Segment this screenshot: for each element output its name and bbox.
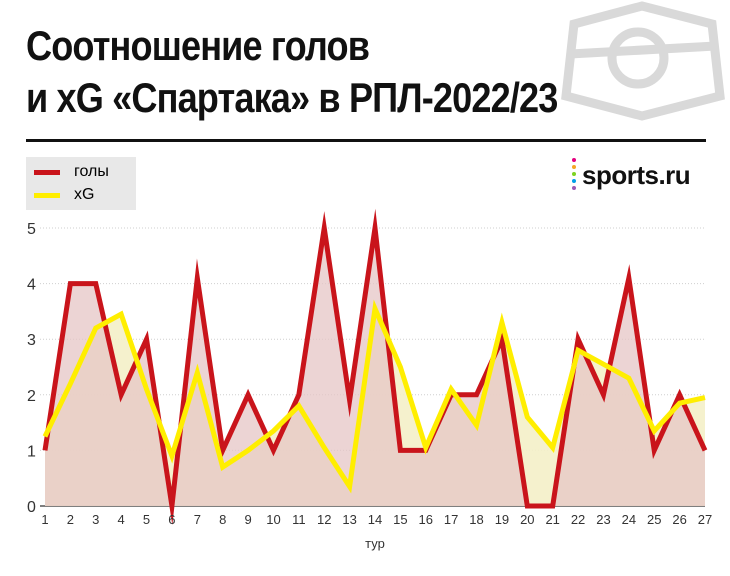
x-tick-label: 20 <box>520 512 534 527</box>
x-tick-label: 10 <box>266 512 280 527</box>
x-tick-label: 17 <box>444 512 458 527</box>
x-tick-label: 3 <box>92 512 99 527</box>
y-tick-label: 4 <box>27 277 36 294</box>
x-axis-label: тур <box>365 536 385 551</box>
y-tick-label: 5 <box>27 221 36 238</box>
y-tick-label: 1 <box>27 443 36 460</box>
x-tick-label: 24 <box>622 512 636 527</box>
x-tick-label: 13 <box>342 512 356 527</box>
x-tick-label: 1 <box>41 512 48 527</box>
x-tick-label: 25 <box>647 512 661 527</box>
x-tick-label: 5 <box>143 512 150 527</box>
x-tick-label: 9 <box>244 512 251 527</box>
chart-title-line-2: и xG «Спартака» в РПЛ-2022/23 <box>26 74 558 121</box>
area-goals <box>45 228 705 506</box>
legend-item-goals: голы <box>34 162 109 182</box>
x-tick-label: 6 <box>168 512 175 527</box>
logo-dot <box>572 186 576 190</box>
y-tick-label: 3 <box>27 332 36 349</box>
legend: голы xG <box>26 157 136 210</box>
x-tick-label: 26 <box>672 512 686 527</box>
x-tick-label: 2 <box>67 512 74 527</box>
legend-swatch-goals <box>34 169 60 175</box>
chart-title: Соотношение голов и xG «Спартака» в РПЛ-… <box>26 20 558 124</box>
x-tick-label: 15 <box>393 512 407 527</box>
x-tick-label: 11 <box>292 512 306 527</box>
legend-swatch-xg <box>34 192 60 198</box>
x-tick-label: 14 <box>368 512 382 527</box>
legend-label-goals: голы <box>74 163 109 180</box>
title-divider <box>26 139 706 142</box>
x-tick-label: 27 <box>698 512 712 527</box>
x-tick-label: 21 <box>545 512 559 527</box>
legend-item-xg: xG <box>34 185 94 205</box>
logo-dot <box>572 165 576 169</box>
logo-dot <box>572 158 576 162</box>
x-tick-label: 7 <box>194 512 201 527</box>
x-tick-label: 16 <box>419 512 433 527</box>
legend-label-xg: xG <box>74 186 95 203</box>
sports-logo-dots <box>572 158 578 193</box>
x-tick-label: 22 <box>571 512 585 527</box>
x-tick-label: 4 <box>118 512 125 527</box>
sports-logo: sports.ru <box>572 160 691 191</box>
sports-logo-text: sports.ru <box>582 160 691 190</box>
x-tick-label: 8 <box>219 512 226 527</box>
chart-title-line-1: Соотношение голов <box>26 22 370 69</box>
x-tick-label: 12 <box>317 512 331 527</box>
x-tick-label: 19 <box>495 512 509 527</box>
x-tick-label: 23 <box>596 512 610 527</box>
logo-dot <box>572 179 576 183</box>
y-tick-label: 2 <box>27 388 36 405</box>
logo-dot <box>572 172 576 176</box>
y-tick-label: 0 <box>27 499 36 516</box>
x-tick-label: 18 <box>469 512 483 527</box>
